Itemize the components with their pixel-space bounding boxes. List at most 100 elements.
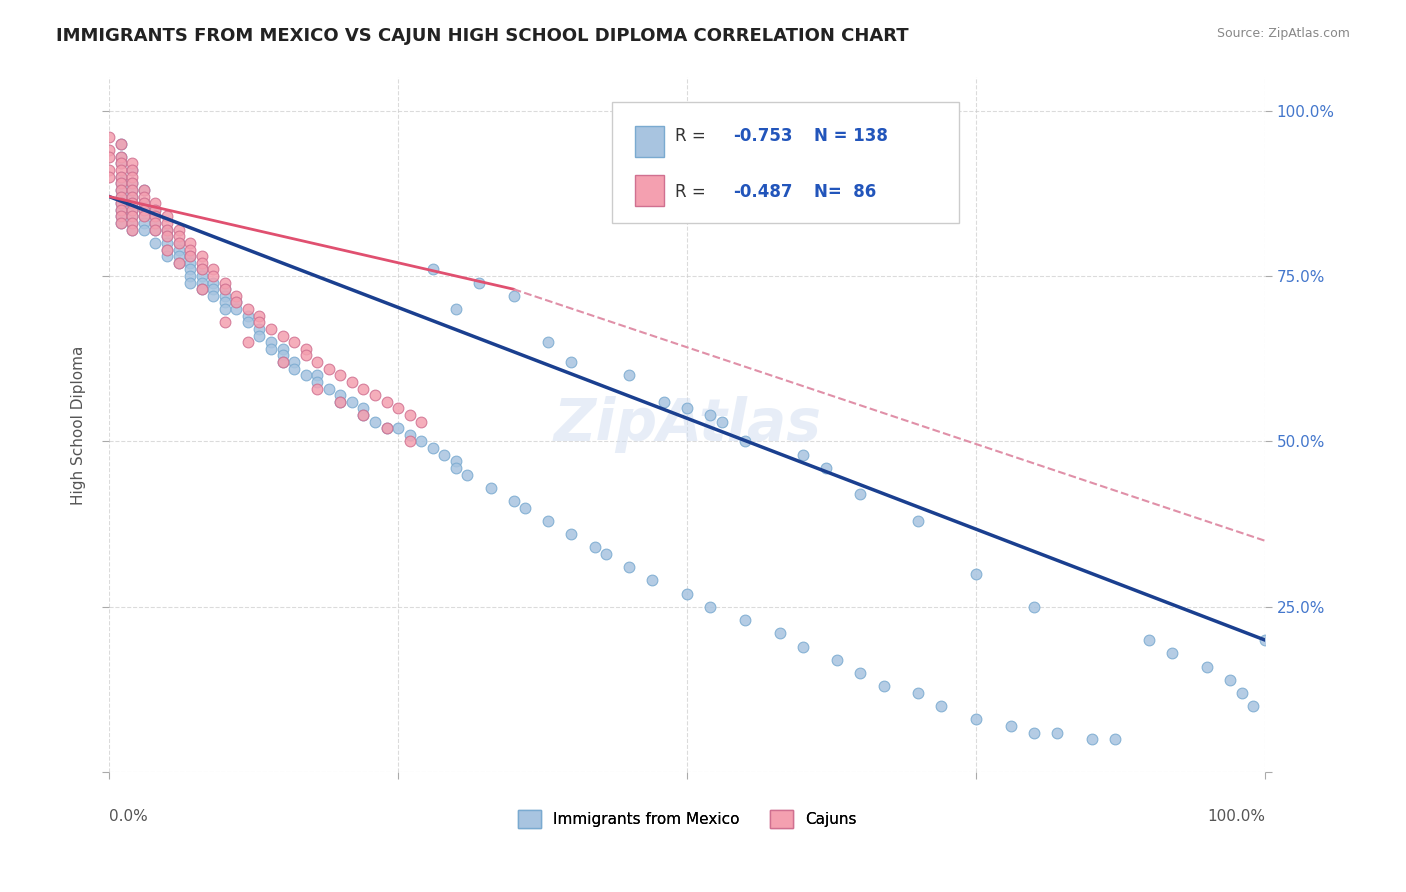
- Point: [145, 216, 167, 230]
- Point: [190, 262, 212, 277]
- Point: [271, 355, 294, 369]
- Point: [167, 243, 190, 257]
- Text: N=  86: N= 86: [814, 183, 876, 201]
- Point: [444, 302, 467, 317]
- Point: [156, 216, 179, 230]
- Text: N = 138: N = 138: [814, 128, 889, 145]
- Point: [271, 342, 294, 356]
- Text: -0.753: -0.753: [734, 128, 793, 145]
- Point: [167, 229, 190, 244]
- Point: [98, 150, 121, 164]
- Point: [249, 309, 271, 323]
- Point: [190, 282, 212, 296]
- Point: [132, 196, 155, 211]
- Point: [110, 183, 132, 197]
- Point: [179, 268, 201, 283]
- Point: [214, 289, 236, 303]
- Point: [907, 686, 929, 700]
- Point: [1254, 633, 1277, 648]
- Point: [110, 156, 132, 170]
- Point: [156, 210, 179, 224]
- Point: [132, 183, 155, 197]
- Point: [202, 262, 225, 277]
- Point: [110, 202, 132, 217]
- Point: [110, 177, 132, 191]
- Point: [931, 699, 953, 714]
- Point: [307, 355, 329, 369]
- Point: [364, 388, 387, 402]
- Point: [214, 282, 236, 296]
- Point: [121, 216, 143, 230]
- Point: [121, 189, 143, 203]
- Point: [110, 177, 132, 191]
- FancyBboxPatch shape: [612, 102, 959, 223]
- Point: [156, 229, 179, 244]
- Bar: [636, 126, 664, 157]
- Point: [202, 282, 225, 296]
- Point: [710, 415, 733, 429]
- Point: [214, 276, 236, 290]
- Point: [1046, 725, 1069, 739]
- Point: [283, 335, 305, 350]
- Point: [375, 421, 398, 435]
- Point: [98, 169, 121, 184]
- Point: [352, 408, 374, 422]
- Point: [329, 368, 352, 383]
- Point: [110, 210, 132, 224]
- Point: [156, 222, 179, 236]
- Point: [676, 401, 699, 416]
- Point: [641, 574, 664, 588]
- Point: [110, 136, 132, 151]
- Point: [98, 143, 121, 157]
- Point: [340, 394, 363, 409]
- Point: [167, 256, 190, 270]
- Point: [179, 249, 201, 263]
- Point: [225, 295, 247, 310]
- Point: [190, 276, 212, 290]
- Point: [271, 348, 294, 362]
- Point: [214, 282, 236, 296]
- Point: [422, 262, 444, 277]
- Point: [132, 216, 155, 230]
- Point: [121, 156, 143, 170]
- Point: [110, 169, 132, 184]
- Point: [318, 382, 340, 396]
- Point: [121, 163, 143, 178]
- Point: [236, 302, 259, 317]
- Point: [110, 189, 132, 203]
- Point: [110, 150, 132, 164]
- Point: [444, 454, 467, 468]
- Point: [110, 210, 132, 224]
- Point: [121, 210, 143, 224]
- Point: [515, 500, 537, 515]
- Point: [121, 216, 143, 230]
- Point: [364, 415, 387, 429]
- Point: [179, 256, 201, 270]
- Point: [965, 566, 987, 581]
- Point: [179, 262, 201, 277]
- Point: [294, 348, 316, 362]
- Point: [167, 222, 190, 236]
- Point: [132, 210, 155, 224]
- Point: [145, 202, 167, 217]
- Point: [145, 235, 167, 250]
- Point: [110, 136, 132, 151]
- Point: [560, 527, 582, 541]
- Point: [121, 202, 143, 217]
- Point: [619, 560, 641, 574]
- Point: [411, 415, 433, 429]
- Point: [260, 335, 283, 350]
- Point: [352, 382, 374, 396]
- Point: [1137, 633, 1160, 648]
- Point: [456, 467, 478, 482]
- Point: [167, 256, 190, 270]
- Point: [202, 268, 225, 283]
- Point: [352, 401, 374, 416]
- Point: [676, 587, 699, 601]
- Point: [444, 461, 467, 475]
- Point: [190, 268, 212, 283]
- Text: -0.487: -0.487: [734, 183, 793, 201]
- Point: [468, 276, 491, 290]
- Point: [236, 309, 259, 323]
- Point: [121, 183, 143, 197]
